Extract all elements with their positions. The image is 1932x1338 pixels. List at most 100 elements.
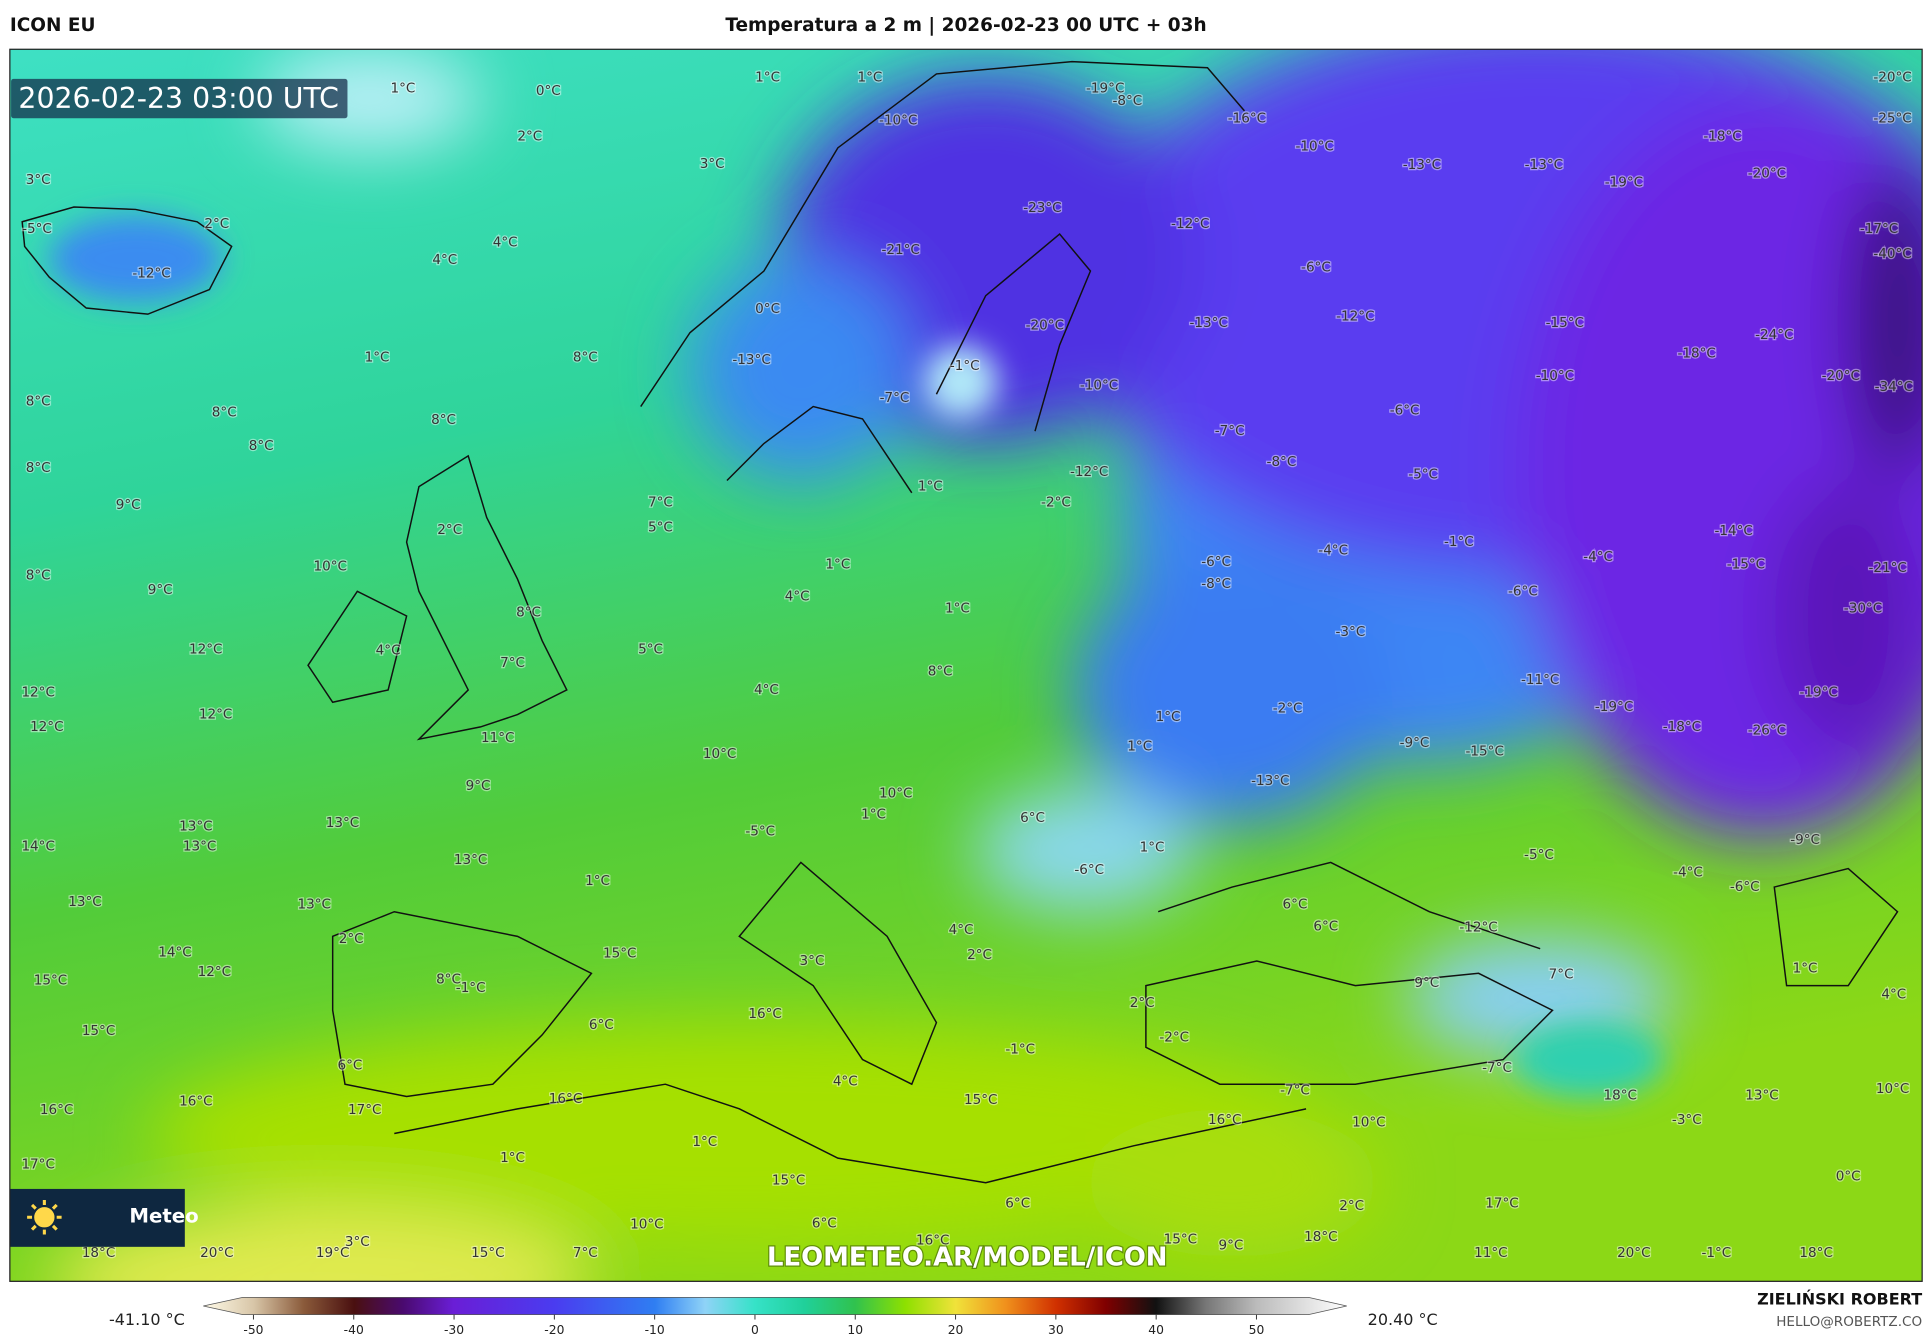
temperature-label: 2°C — [204, 216, 229, 232]
temperature-label: 13°C — [326, 815, 359, 831]
temperature-label: 8°C — [516, 604, 541, 620]
temperature-label: 4°C — [785, 588, 810, 604]
temperature-label: 20°C — [200, 1245, 233, 1261]
temperature-label: 8°C — [26, 394, 51, 410]
colorbar-tick-label: -40 — [344, 1323, 364, 1337]
temperature-label: -18°C — [1703, 129, 1741, 145]
colorbar-tick-label: 20 — [948, 1323, 964, 1337]
temperature-label: 20°C — [1617, 1245, 1650, 1261]
temperature-label: -5°C — [745, 824, 775, 840]
temperature-label: -13°C — [732, 352, 770, 368]
temperature-label: 16°C — [916, 1233, 949, 1249]
temperature-label: -9°C — [1790, 832, 1820, 848]
temperature-label: 1°C — [857, 70, 882, 86]
temperature-label: -13°C — [1190, 315, 1228, 331]
colorbar-scale — [203, 1296, 1347, 1315]
map: 1°C 0°C 1°C 1°C 2°C 3°C 3°C 2°C -5°C -12°C 4°C 4°C -… — [9, 49, 1923, 1282]
temperature-label: 6°C — [1005, 1196, 1030, 1212]
temperature-label: -6°C — [1508, 583, 1538, 599]
colorbar-tick-label: -30 — [444, 1323, 464, 1337]
temperature-label: -25°C — [1873, 110, 1911, 126]
colorbar-min: -41.10 °C — [109, 1310, 185, 1329]
temperature-label: 15°C — [603, 946, 636, 962]
temperature-label: 8°C — [928, 663, 953, 679]
temperature-label: 8°C — [573, 349, 598, 365]
temperature-label: 1°C — [755, 70, 780, 86]
temperature-label: 15°C — [82, 1023, 115, 1039]
temperature-label: 1°C — [500, 1150, 525, 1166]
temperature-label: -19°C — [1605, 174, 1643, 190]
temperature-label: 3°C — [700, 156, 725, 172]
sun-icon — [27, 1200, 62, 1235]
temperature-label: 9°C — [1414, 975, 1439, 991]
colorbar-tick-label: 10 — [847, 1323, 863, 1337]
temperature-label: 10°C — [1352, 1114, 1385, 1130]
temperature-label: 4°C — [949, 922, 974, 938]
temperature-label: 0°C — [755, 301, 780, 317]
temperature-label: 3°C — [345, 1234, 370, 1250]
temperature-label: -3°C — [1672, 1112, 1702, 1128]
temperature-label: -7°C — [1215, 423, 1245, 439]
temperature-label: 18°C — [1604, 1087, 1637, 1103]
temperature-label: 6°C — [589, 1017, 614, 1033]
temperature-label: -20°C — [1026, 317, 1064, 333]
temperature-label: 10°C — [879, 785, 912, 801]
temperature-label: 10°C — [630, 1217, 663, 1233]
temperature-label: 8°C — [249, 438, 274, 454]
temperature-field — [49, 49, 1923, 1282]
temperature-label: -10°C — [1080, 378, 1118, 394]
temperature-label: 6°C — [1283, 896, 1308, 912]
temperature-label: -6°C — [1301, 259, 1331, 275]
temperature-label: -10°C — [1296, 139, 1334, 155]
temperature-label: -13°C — [1525, 157, 1563, 173]
temperature-label: -12°C — [1070, 464, 1108, 480]
temperature-label: 2°C — [517, 129, 542, 145]
temperature-label: 1°C — [1793, 960, 1818, 976]
temperature-label: 13°C — [183, 838, 216, 854]
temperature-label: 1°C — [918, 479, 943, 495]
temperature-label: 8°C — [212, 405, 237, 421]
temperature-label: -1°C — [950, 358, 980, 374]
temperature-label: 7°C — [573, 1245, 598, 1261]
temperature-label: 10°C — [703, 746, 736, 762]
temperature-label: 6°C — [1020, 810, 1045, 826]
temperature-label: 3°C — [800, 953, 825, 969]
temperature-label: 16°C — [179, 1093, 212, 1109]
colorbar-max: 20.40 °C — [1368, 1310, 1438, 1329]
temperature-label: 11°C — [1474, 1245, 1507, 1261]
temperature-label: -2°C — [1159, 1029, 1189, 1045]
colorbar-tick-label: 40 — [1148, 1323, 1164, 1337]
temperature-label: 15°C — [471, 1245, 504, 1261]
temperature-label: 13°C — [454, 852, 487, 868]
temperature-label: 0°C — [536, 83, 561, 99]
temperature-label: -23°C — [1023, 200, 1061, 216]
temperature-label: -11°C — [1521, 672, 1559, 688]
timestamp: 2026-02-23 03:00 UTC — [18, 82, 338, 115]
temperature-label: 6°C — [337, 1058, 362, 1074]
temperature-label: 2°C — [1339, 1198, 1364, 1214]
temperature-label: 9°C — [116, 497, 141, 513]
temperature-label: -8°C — [1113, 93, 1143, 109]
temperature-label: 9°C — [466, 778, 491, 794]
temperature-label: -24°C — [1755, 327, 1793, 343]
temperature-label: -15°C — [1466, 744, 1504, 760]
temperature-label: -4°C — [1318, 543, 1348, 559]
map-frame — [9, 48, 1923, 1282]
temperature-label: 0°C — [1836, 1169, 1861, 1185]
temperature-label: -18°C — [1663, 719, 1701, 735]
temperature-label: -6°C — [1074, 862, 1104, 878]
temperature-label: 17°C — [348, 1102, 381, 1118]
temperature-label: 8°C — [26, 460, 51, 476]
temperature-label: -1°C — [1444, 534, 1474, 550]
temperature-label: 4°C — [833, 1074, 858, 1090]
colorbar-tick-label: 50 — [1249, 1323, 1265, 1337]
temperature-label: 1°C — [1140, 840, 1165, 856]
temperature-label: -2°C — [1041, 495, 1071, 511]
temperature-label: 12°C — [21, 684, 54, 700]
temperature-label: 4°C — [432, 252, 457, 268]
temperature-label: -8°C — [1201, 576, 1231, 592]
coastlines — [21, 60, 1899, 1184]
temperature-label: 10°C — [313, 559, 346, 575]
